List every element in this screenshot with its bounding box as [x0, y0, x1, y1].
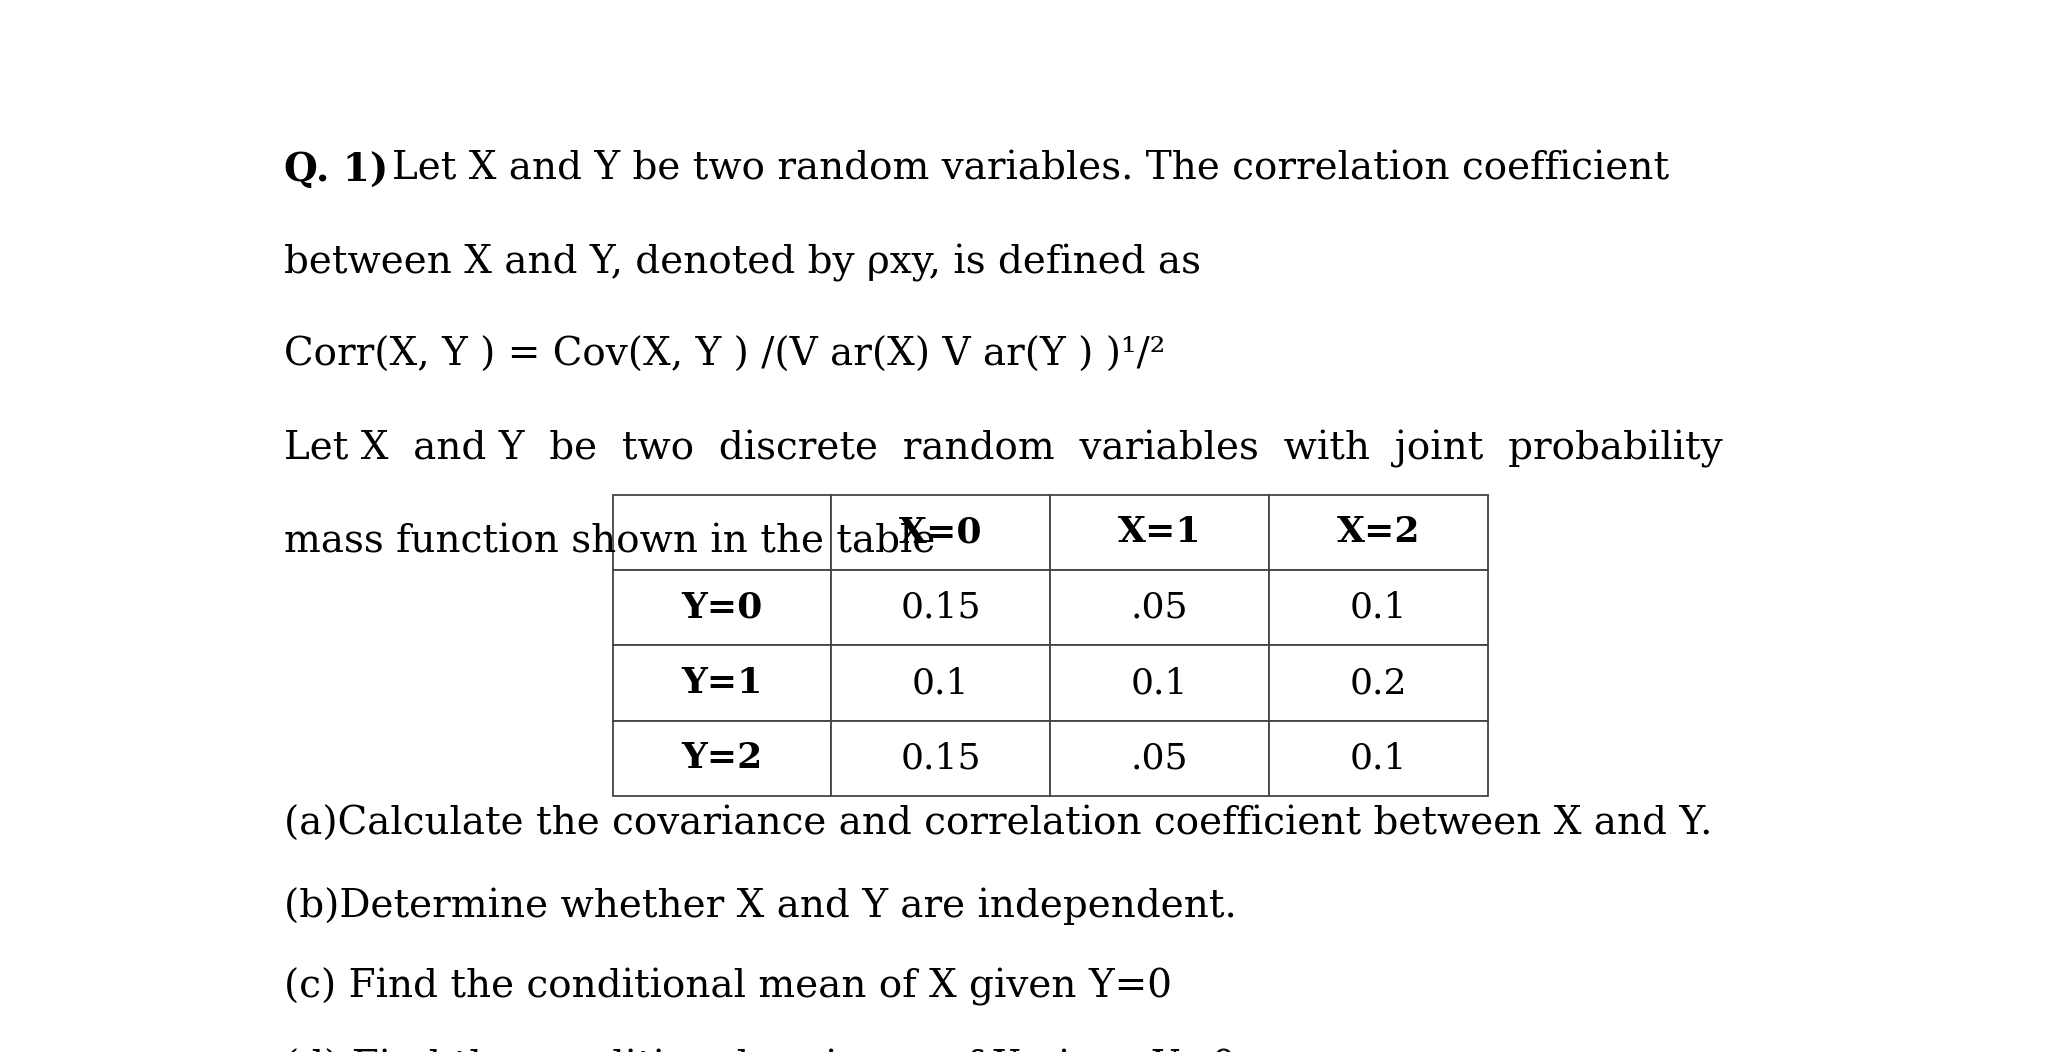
Text: X=1: X=1 [1117, 515, 1201, 549]
Bar [1269, 570, 1487, 646]
Bar [1269, 494, 1487, 570]
Text: 0.1: 0.1 [913, 666, 970, 701]
Bar [1050, 494, 1269, 570]
Text: .05: .05 [1131, 591, 1189, 625]
Bar [612, 570, 831, 646]
Bar [612, 721, 831, 796]
Bar [1050, 721, 1269, 796]
Text: Y=0: Y=0 [681, 591, 763, 625]
Bar [831, 646, 1050, 721]
Text: (c) Find the conditional mean of X given Y=0: (c) Find the conditional mean of X given… [284, 968, 1172, 1007]
Text: Let X and Y be two random variables. The correlation coefficient: Let X and Y be two random variables. The… [393, 150, 1670, 187]
Text: Y=1: Y=1 [681, 666, 763, 701]
Text: 0.2: 0.2 [1350, 666, 1408, 701]
Bar [1269, 721, 1487, 796]
Bar [612, 646, 831, 721]
Bar [612, 494, 831, 570]
Text: X=2: X=2 [1336, 515, 1420, 549]
Text: mass function shown in the table: mass function shown in the table [284, 523, 935, 560]
Bar [1050, 570, 1269, 646]
Text: (b)Determine whether X and Y are independent.: (b)Determine whether X and Y are indepen… [284, 887, 1238, 925]
Bar [831, 494, 1050, 570]
Text: X=0: X=0 [898, 515, 982, 549]
Text: Corr(X, Y ) = Cov(X, Y ) /(V ar(X) V ar(Y ) )¹/²: Corr(X, Y ) = Cov(X, Y ) /(V ar(X) V ar(… [284, 337, 1166, 373]
Text: 0.1: 0.1 [1350, 591, 1408, 625]
Bar [831, 570, 1050, 646]
Text: .05: .05 [1131, 742, 1189, 775]
Text: 0.15: 0.15 [900, 742, 982, 775]
Bar [1050, 646, 1269, 721]
Bar [831, 721, 1050, 796]
Text: (a)Calculate the covariance and correlation coefficient between X and Y.: (a)Calculate the covariance and correlat… [284, 806, 1713, 843]
Text: Y=2: Y=2 [681, 742, 763, 775]
Bar [1269, 646, 1487, 721]
Text: 0.1: 0.1 [1350, 742, 1408, 775]
Text: Let X  and Y  be  two  discrete  random  variables  with  joint  probability: Let X and Y be two discrete random varia… [284, 430, 1723, 468]
Text: (d) Find the conditional variance of X given Y=0.: (d) Find the conditional variance of X g… [284, 1049, 1248, 1052]
Text: 0.15: 0.15 [900, 591, 982, 625]
Text: between X and Y, denoted by ρxy, is defined as: between X and Y, denoted by ρxy, is defi… [284, 244, 1201, 282]
Text: 0.1: 0.1 [1131, 666, 1189, 701]
Text: Q. 1): Q. 1) [284, 150, 403, 188]
